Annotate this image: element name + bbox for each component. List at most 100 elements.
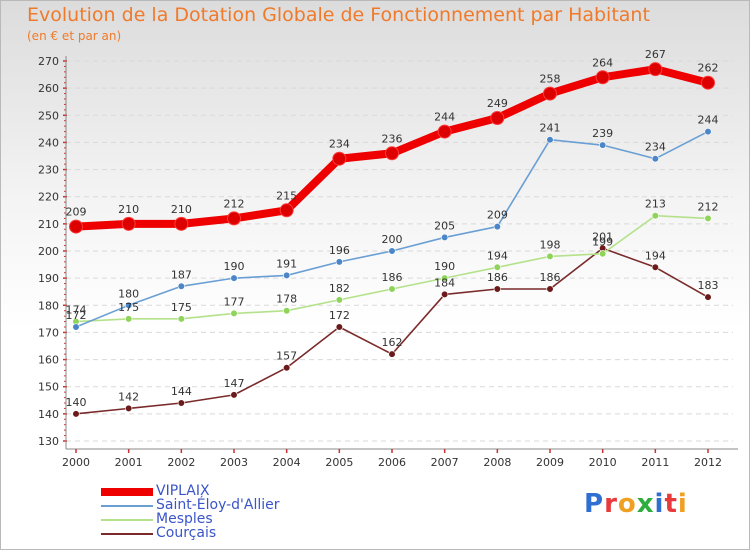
data-label: 241 xyxy=(540,122,561,135)
data-label: 212 xyxy=(224,197,245,210)
data-point xyxy=(125,315,133,323)
data-point xyxy=(388,285,396,293)
y-tick-label: 170 xyxy=(38,326,59,339)
y-tick-label: 220 xyxy=(38,191,59,204)
logo-letter: t xyxy=(664,489,678,519)
y-tick-label: 270 xyxy=(38,55,59,68)
y-tick-label: 250 xyxy=(38,109,59,122)
data-point xyxy=(72,410,80,418)
data-label: 175 xyxy=(118,301,139,314)
data-label: 262 xyxy=(698,62,719,75)
data-label: 183 xyxy=(698,279,719,292)
data-point xyxy=(230,274,238,282)
x-tick-label: 2003 xyxy=(220,456,248,469)
data-label: 186 xyxy=(487,271,508,284)
logo-letter: i xyxy=(654,489,665,519)
data-label: 210 xyxy=(171,203,192,216)
x-tick-label: 2000 xyxy=(62,456,90,469)
data-point xyxy=(385,146,399,161)
data-point xyxy=(125,404,133,413)
data-label: 234 xyxy=(645,141,666,154)
logo-letter: o xyxy=(617,489,637,519)
logo-letter: P xyxy=(584,489,605,519)
legend-swatch-viplaix xyxy=(101,488,153,496)
data-point xyxy=(177,315,185,323)
data-label: 174 xyxy=(66,304,87,317)
data-point xyxy=(279,203,294,218)
legend-swatch-mesples xyxy=(101,519,153,521)
data-point xyxy=(388,350,396,358)
data-point xyxy=(72,323,80,331)
data-label: 140 xyxy=(66,396,87,409)
legend-label-courcais: Courçais xyxy=(156,525,217,541)
data-label: 234 xyxy=(329,138,350,151)
data-label: 196 xyxy=(329,244,350,257)
data-label: 212 xyxy=(698,200,719,213)
x-tick-label: 2010 xyxy=(589,456,617,469)
logo-letter: x xyxy=(636,489,655,519)
legend-item-viplaix: VIPLAIX xyxy=(101,483,361,499)
data-point xyxy=(332,151,347,166)
data-label: 172 xyxy=(66,309,87,322)
data-point xyxy=(335,323,343,331)
chart-title: Evolution de la Dotation Globale de Fonc… xyxy=(27,4,650,26)
data-point xyxy=(493,263,501,271)
logo-letter: i xyxy=(677,489,688,519)
data-point xyxy=(283,364,291,372)
data-point xyxy=(648,62,663,77)
data-label: 177 xyxy=(224,295,245,308)
data-point xyxy=(177,399,185,407)
data-label: 198 xyxy=(540,238,561,251)
data-point xyxy=(441,274,449,282)
data-label: 147 xyxy=(224,377,245,390)
data-point xyxy=(543,86,557,101)
data-label: 236 xyxy=(382,132,403,145)
data-point xyxy=(174,216,189,231)
logo-letter: r xyxy=(604,489,618,519)
data-point xyxy=(227,211,241,226)
data-label: 264 xyxy=(592,56,613,69)
proxiti-logo: Proxiti xyxy=(584,489,688,519)
data-label: 157 xyxy=(276,350,297,363)
data-point xyxy=(704,293,712,301)
data-point xyxy=(441,233,449,242)
data-point xyxy=(651,155,659,163)
data-point xyxy=(437,124,452,139)
y-tick-label: 140 xyxy=(38,408,59,421)
y-tick-label: 230 xyxy=(38,164,59,177)
data-point xyxy=(69,219,83,234)
y-tick-label: 150 xyxy=(38,381,59,394)
data-label: 186 xyxy=(540,271,561,284)
data-label: 190 xyxy=(224,260,245,273)
data-label: 142 xyxy=(118,390,139,403)
data-point xyxy=(493,222,501,231)
data-label: 213 xyxy=(645,198,666,211)
line-chart: 130 140 150 160 170 180 190 200 210 220 230 240 250 2… xyxy=(38,48,738,469)
data-label: 249 xyxy=(487,97,508,110)
data-point xyxy=(595,70,610,85)
data-point xyxy=(701,75,715,90)
legend: VIPLAIX Saint-Éloy-d'Allier Mesples Cour… xyxy=(101,483,361,541)
y-tick-label: 160 xyxy=(38,354,59,367)
data-label: 209 xyxy=(487,209,508,222)
data-label: 186 xyxy=(382,271,403,284)
data-point xyxy=(283,307,291,315)
x-tick-label: 2006 xyxy=(378,456,406,469)
data-point xyxy=(388,247,396,255)
data-label: 209 xyxy=(66,206,87,219)
data-point xyxy=(704,127,712,136)
data-point xyxy=(230,391,238,399)
data-label: 187 xyxy=(171,268,192,281)
x-tick-label: 2009 xyxy=(536,456,564,469)
data-label: 205 xyxy=(434,219,455,232)
x-tick-label: 2004 xyxy=(273,456,301,469)
y-tick-label: 190 xyxy=(38,272,59,285)
y-tick-label: 210 xyxy=(38,218,59,231)
data-label: 190 xyxy=(434,260,455,273)
data-point xyxy=(335,258,343,266)
x-tick-label: 2012 xyxy=(694,456,722,469)
data-label: 178 xyxy=(276,293,297,306)
data-point xyxy=(283,271,291,280)
x-tick-label: 2007 xyxy=(431,456,459,469)
